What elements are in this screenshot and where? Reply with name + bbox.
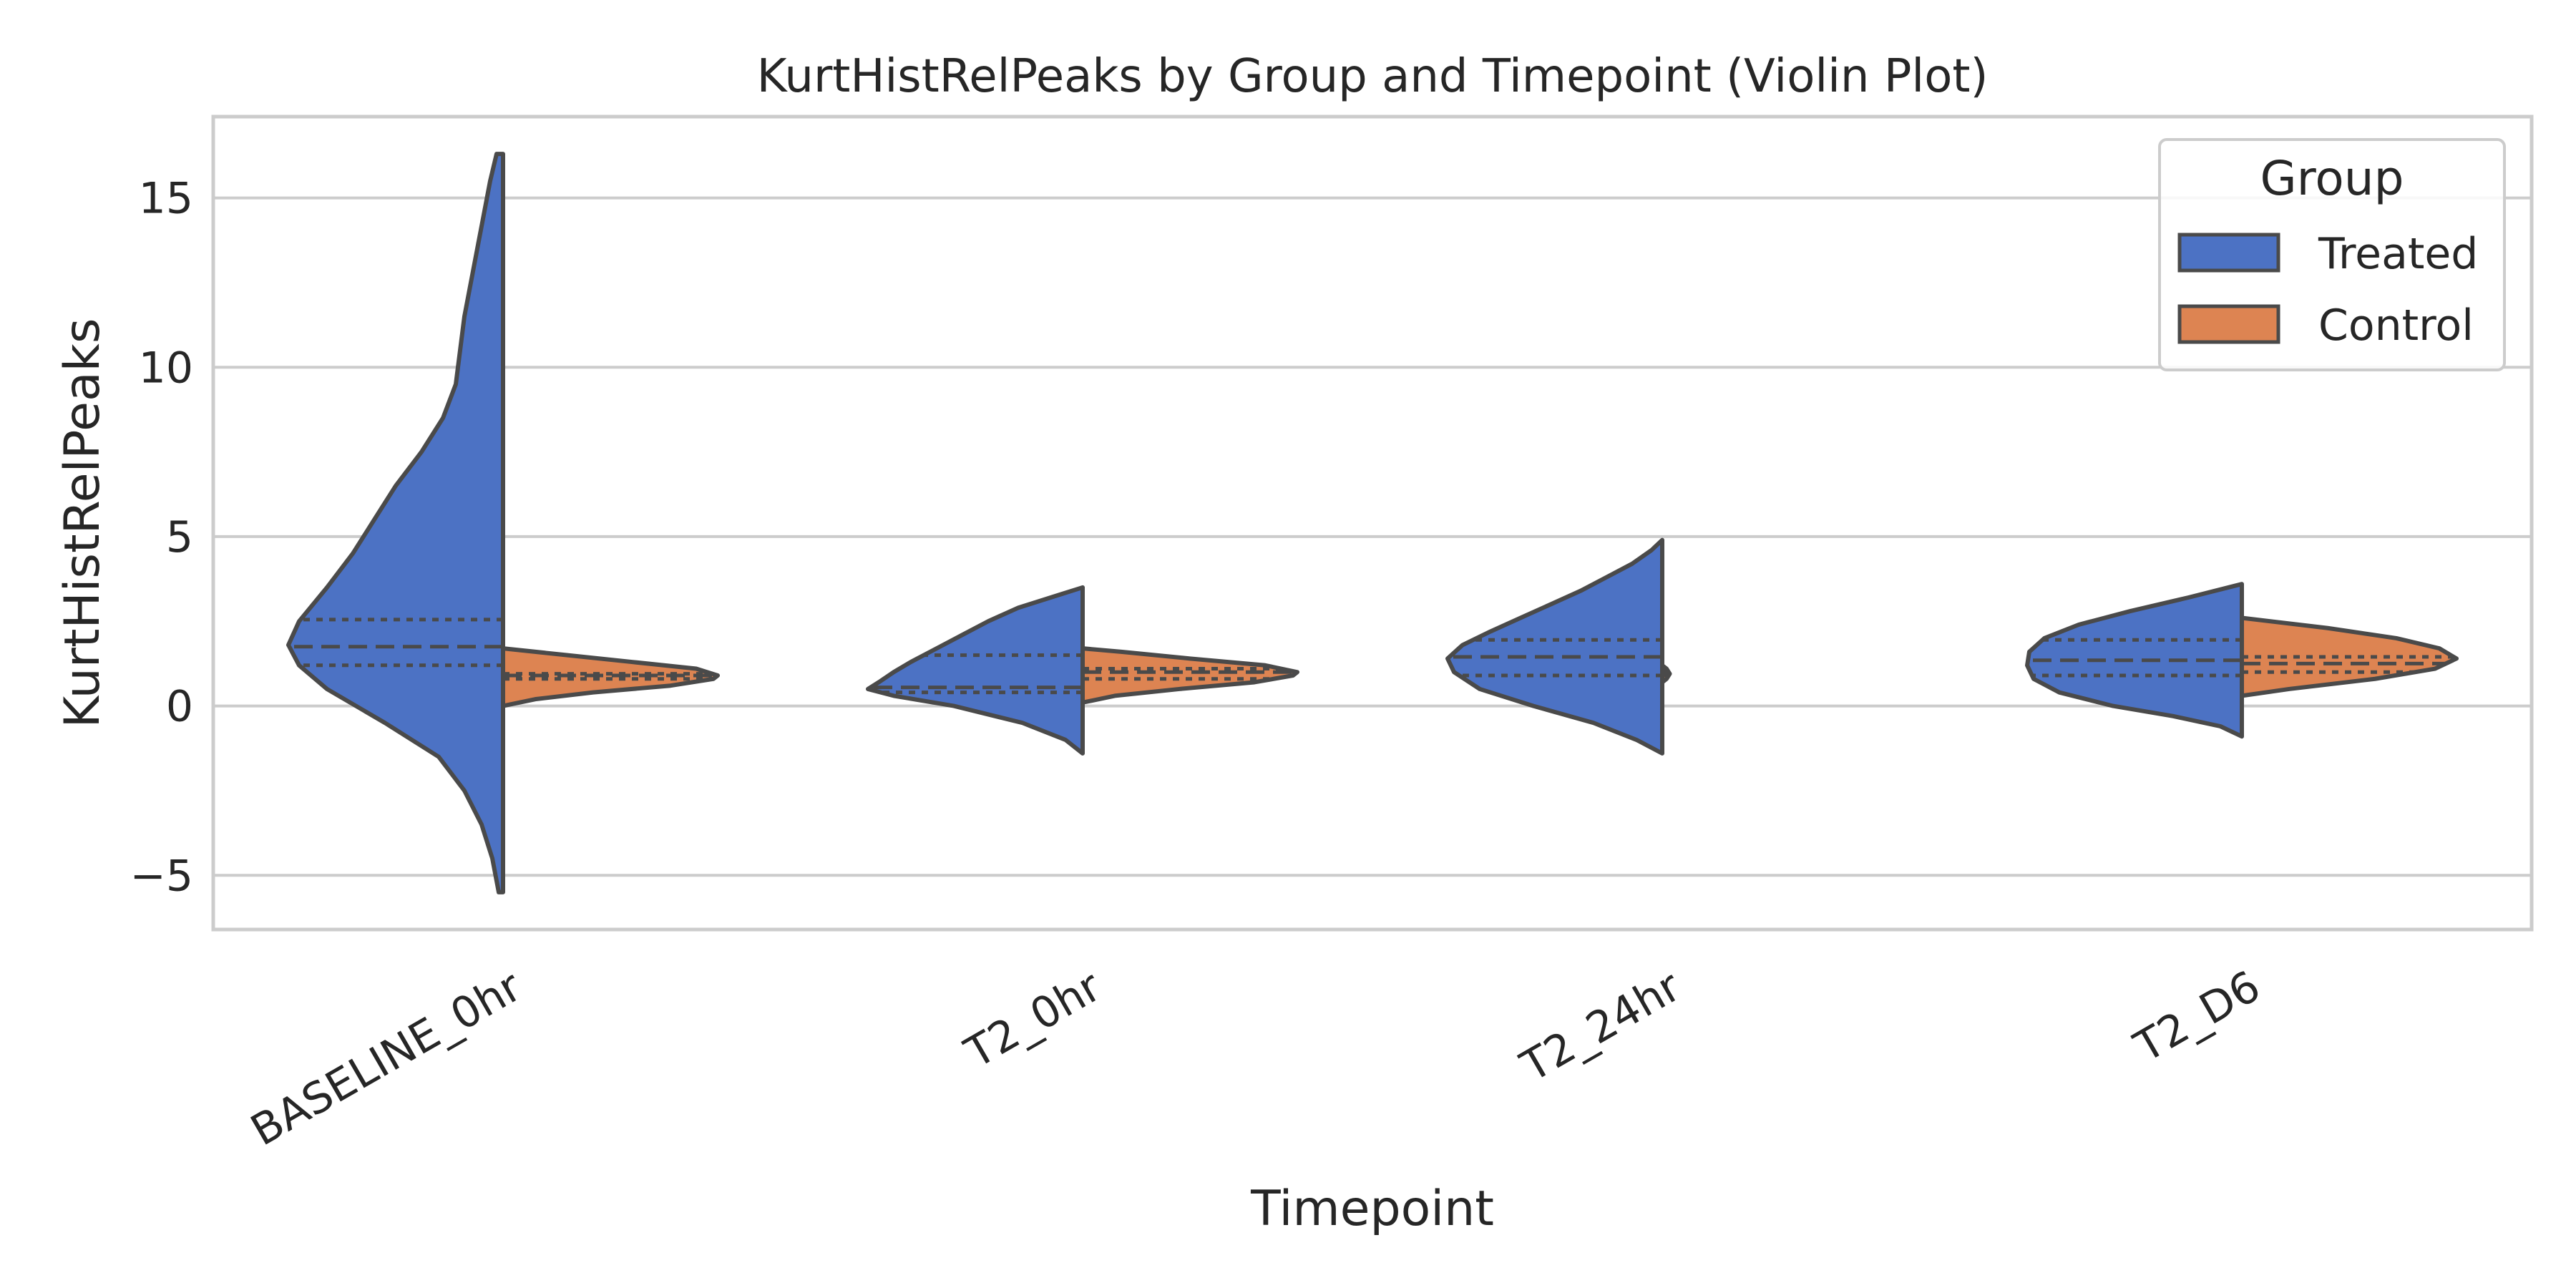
violin-treated-t2_d6 — [2025, 582, 2244, 739]
violin-treated-t2_0hr — [866, 585, 1085, 756]
x-axis-label: Timepoint — [1250, 1181, 1494, 1237]
y-tick-label: 5 — [166, 512, 193, 562]
plot-frame — [211, 114, 2534, 932]
legend-label-control: Control — [2318, 301, 2474, 351]
violin-treated-baseline_0hr — [286, 152, 505, 894]
violin-control-t2_0hr — [1080, 646, 1299, 705]
grid-lines — [213, 196, 2532, 877]
violin-treated-t2_24hr — [1445, 537, 1664, 756]
legend-swatch-control — [2177, 304, 2280, 344]
y-axis-ticks: −5 0 5 10 15 — [130, 174, 193, 902]
chart-title: KurtHistRelPeaks by Group and Timepoint … — [757, 50, 1989, 103]
violin-layer — [286, 152, 2459, 894]
y-tick-label: −5 — [130, 851, 193, 901]
legend-swatch-treated — [2177, 233, 2280, 273]
y-axis-label: KurtHistRelPeaks — [54, 318, 111, 728]
y-tick-label: 10 — [139, 343, 193, 393]
legend-title: Group — [2260, 151, 2404, 206]
y-tick-label: 0 — [166, 682, 193, 732]
legend: Group Treated Control — [2158, 138, 2506, 371]
y-tick-label: 15 — [139, 174, 193, 224]
legend-label-treated: Treated — [2318, 229, 2478, 279]
